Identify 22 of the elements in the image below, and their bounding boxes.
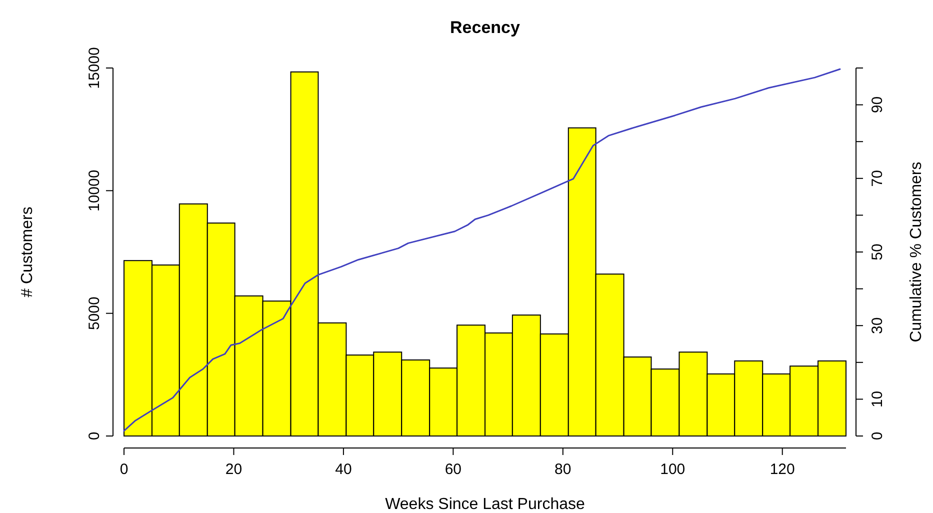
x-tick-label: 100 bbox=[660, 461, 686, 478]
x-tick-label: 60 bbox=[444, 461, 462, 478]
y-tick-label: 15000 bbox=[86, 47, 103, 89]
y-tick-label: 5000 bbox=[86, 296, 103, 330]
x-tick-label: 40 bbox=[335, 461, 352, 478]
x-tick-label: 20 bbox=[225, 461, 242, 478]
y2-axis-title: Cumulative % Customers bbox=[908, 162, 925, 342]
y2-tick-label: 90 bbox=[869, 96, 886, 114]
y2-tick-label: 0 bbox=[869, 432, 886, 440]
y-tick-label: 0 bbox=[86, 432, 103, 440]
x-tick-label: 80 bbox=[554, 461, 572, 478]
x-tick-label: 0 bbox=[120, 461, 128, 478]
x-tick-label: 120 bbox=[770, 461, 795, 478]
y2-tick-label: 30 bbox=[869, 317, 886, 334]
chart-title: Recency bbox=[450, 18, 521, 37]
y2-tick-label: 50 bbox=[869, 244, 886, 260]
y2-tick-label: 70 bbox=[869, 170, 886, 187]
x-axis-title: Weeks Since Last Purchase bbox=[385, 496, 585, 513]
y2-tick-label: 10 bbox=[869, 390, 886, 408]
line-series bbox=[123, 68, 841, 432]
y-axis-title: # Customers bbox=[19, 206, 36, 298]
y-tick-label: 10000 bbox=[86, 170, 103, 212]
